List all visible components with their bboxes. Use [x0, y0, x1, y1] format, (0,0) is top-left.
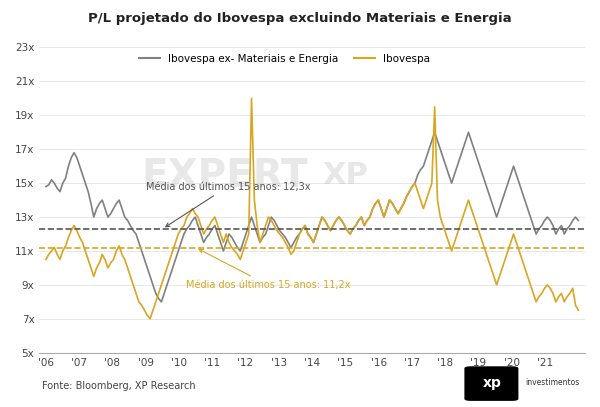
- Ibovespa: [169, 249, 176, 254]
- Ibovespa: [290, 249, 298, 254]
- Text: Média dos últimos 15 anos: 12,3x: Média dos últimos 15 anos: 12,3x: [146, 182, 310, 227]
- Line: Ibovespa ex- Materiais e Energia: Ibovespa ex- Materiais e Energia: [46, 132, 578, 302]
- Ibovespa ex- Materiais e Energia: [169, 265, 176, 270]
- Ibovespa ex- Materiais e Energia: [287, 245, 295, 250]
- Text: Fonte: Bloomberg, XP Research: Fonte: Bloomberg, XP Research: [42, 381, 196, 391]
- Ibovespa: [316, 223, 323, 228]
- Ibovespa ex- Materiais e Energia: [206, 232, 213, 236]
- Ibovespa ex- Materiais e Energia: [575, 218, 582, 223]
- Line: Ibovespa: Ibovespa: [46, 98, 578, 319]
- Text: investimentos: investimentos: [525, 378, 579, 387]
- FancyBboxPatch shape: [464, 366, 518, 401]
- Ibovespa: [42, 257, 49, 262]
- Ibovespa ex- Materiais e Energia: [98, 198, 106, 203]
- Text: EXPERT: EXPERT: [142, 157, 308, 195]
- Text: XP: XP: [322, 161, 368, 190]
- Text: xp: xp: [482, 376, 502, 389]
- Ibovespa ex- Materiais e Energia: [158, 300, 165, 304]
- Ibovespa: [575, 308, 582, 313]
- Legend: Ibovespa ex- Materiais e Energia, Ibovespa: Ibovespa ex- Materiais e Energia, Iboves…: [135, 50, 434, 68]
- Ibovespa: [206, 223, 213, 228]
- Ibovespa ex- Materiais e Energia: [431, 130, 438, 135]
- Text: P/L projetado do Ibovespa excluindo Materiais e Energia: P/L projetado do Ibovespa excluindo Mate…: [88, 12, 512, 25]
- Ibovespa: [146, 316, 154, 321]
- Ibovespa ex- Materiais e Energia: [197, 232, 205, 236]
- Ibovespa ex- Materiais e Energia: [42, 184, 49, 189]
- Ibovespa: [98, 252, 106, 257]
- Text: Média dos últimos 15 anos: 11,2x: Média dos últimos 15 anos: 11,2x: [185, 249, 350, 290]
- Ibovespa: [197, 223, 205, 228]
- Ibovespa: [248, 96, 255, 101]
- Ibovespa ex- Materiais e Energia: [313, 232, 320, 236]
